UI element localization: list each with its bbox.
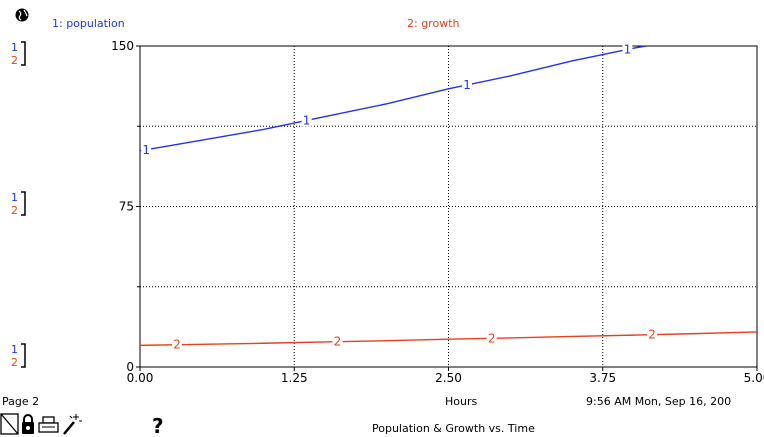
globe-icon[interactable]: [15, 8, 29, 22]
x-tick-label: 3.75: [589, 371, 616, 385]
series-1-marker: 1: [624, 42, 632, 56]
x-tick-label: 2.50: [435, 371, 462, 385]
series-2-marker: 2: [648, 328, 656, 342]
scale-marker-1: 1: [11, 343, 18, 356]
x-tick-label: 1.25: [281, 371, 308, 385]
series-label-bg: [332, 334, 343, 348]
series-label-bg: [486, 331, 497, 345]
y-tick-label: 75: [119, 200, 134, 214]
scale-marker-top: 1 2: [11, 41, 26, 67]
scale-marker-bottom: 1 2: [11, 343, 26, 369]
legend-series-1: 1: population: [52, 17, 125, 30]
series-label-bg: [172, 337, 183, 351]
chart-title: Population & Growth vs. Time: [372, 422, 535, 435]
printer-icon[interactable]: [38, 416, 59, 433]
series-label-bg: [622, 42, 633, 56]
scale-marker-2: 2: [11, 54, 18, 67]
scale-marker-2: 2: [11, 356, 18, 369]
series-2-marker: 2: [173, 338, 181, 352]
series-line-1: [139, 45, 647, 152]
series-2-marker: 2: [488, 331, 496, 345]
scale-markers: 1 2 1 2 1 2: [11, 41, 26, 369]
help-button[interactable]: ?: [152, 414, 164, 437]
magic-wand-icon[interactable]: [63, 414, 82, 435]
y-tick-label: 0: [126, 360, 134, 374]
scale-marker-1: 1: [11, 41, 18, 54]
page-label: Page 2: [2, 395, 39, 408]
timestamp: 9:56 AM Mon, Sep 16, 200: [586, 395, 731, 408]
series-label-bg: [462, 77, 473, 91]
scale-marker-middle: 1 2: [11, 191, 26, 217]
series-1-marker: 1: [303, 113, 311, 127]
series-label-bg: [301, 113, 312, 127]
lock-icon[interactable]: [22, 414, 34, 434]
series-1-marker: 1: [463, 78, 471, 92]
series-1-marker: 1: [142, 143, 150, 157]
y-tick-label: 150: [111, 39, 134, 53]
legend-series-2: 2: growth: [407, 17, 460, 30]
x-tick-label: 0.00: [127, 371, 154, 385]
legend: 1: population 2: growth: [15, 8, 460, 30]
plot-area: 0.00 1.25 2.50 3.75 5.00 0 75 150 1 1 1 1 2 2 2 2: [111, 39, 764, 385]
page-turn-icon[interactable]: [0, 413, 19, 435]
series-label-bg: [141, 142, 152, 156]
scale-marker-2: 2: [11, 204, 18, 217]
series-2-marker: 2: [334, 335, 342, 349]
scale-marker-1: 1: [11, 191, 18, 204]
x-axis-label: Hours: [445, 395, 477, 408]
series-label-bg: [647, 327, 658, 341]
x-tick-label: 5.00: [744, 371, 764, 385]
